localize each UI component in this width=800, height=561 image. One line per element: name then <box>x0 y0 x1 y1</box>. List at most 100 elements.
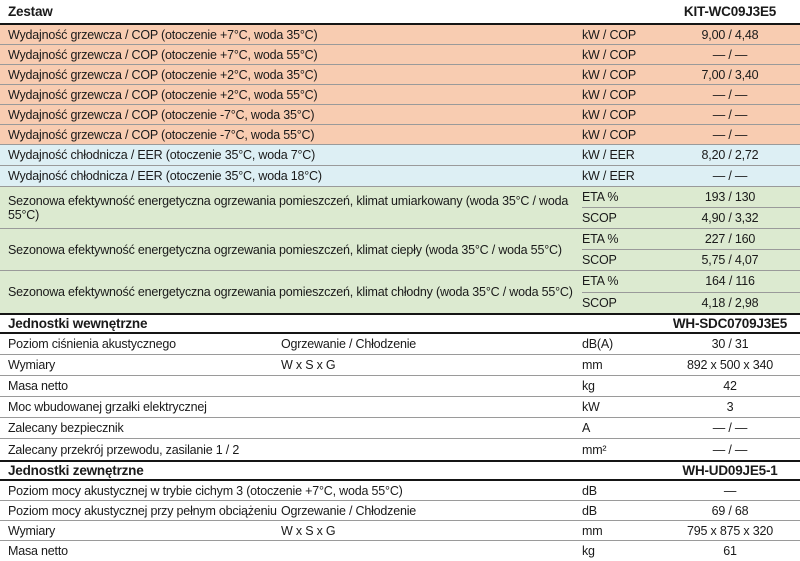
table-row: Sezonowa efektywność energetyczna ogrzew… <box>0 271 800 313</box>
table-row: Wydajność chłodnicza / EER (otoczenie 35… <box>0 166 800 187</box>
row-unit: mm <box>582 358 603 372</box>
row-value: 892 x 500 x 340 <box>687 358 773 372</box>
row-value: 3 <box>726 400 734 414</box>
row-value: 42 <box>723 379 737 393</box>
section-title: Zestaw <box>8 4 53 19</box>
row-unit: mm² <box>582 442 607 457</box>
row-value: — / — <box>712 127 748 142</box>
row-value: 61 <box>723 544 737 558</box>
table-row: Wydajność chłodnicza / EER (otoczenie 35… <box>0 145 800 166</box>
row-unit: A <box>582 421 591 435</box>
row-value: 164 / 116 <box>705 274 755 289</box>
table-row: Wymiary W x S x G mm 795 x 875 x 320 <box>0 521 800 541</box>
row-unit: SCOP <box>582 295 617 310</box>
row-unit: SCOP <box>582 211 617 225</box>
row-label: Sezonowa efektywność energetyczna ogrzew… <box>8 285 573 299</box>
row-value: — / — <box>712 87 748 102</box>
row-unit: ETA % <box>582 232 619 246</box>
table-row: Poziom mocy akustycznej przy pełnym obci… <box>0 501 800 521</box>
section-title: Jednostki zewnętrzne <box>8 463 144 478</box>
row-sublabel: Ogrzewanie / Chłodzenie <box>281 337 417 351</box>
row-label: Poziom mocy akustycznej w trybie cichym … <box>8 483 403 498</box>
row-label: Wydajność chłodnicza / EER (otoczenie 35… <box>8 148 316 162</box>
row-value: — / — <box>712 421 748 435</box>
table-row: Zalecany bezpiecznik A — / — <box>0 418 800 439</box>
table-row: Wydajność grzewcza / COP (otoczenie +7°C… <box>0 45 800 65</box>
row-label: Sezonowa efektywność energetyczna ogrzew… <box>8 242 562 257</box>
table-row: Moc wbudowanej grzałki elektrycznej kW 3 <box>0 397 800 418</box>
row-label: Wydajność grzewcza / COP (otoczenie +2°C… <box>8 67 318 82</box>
row-label: Wydajność grzewcza / COP (otoczenie +7°C… <box>8 27 318 42</box>
row-value: 5,75 / 4,07 <box>701 253 759 267</box>
row-sublabel: W x S x G <box>281 358 336 372</box>
row-label: Wymiary <box>8 358 56 372</box>
section-header-outdoor: Jednostki zewnętrzne WH-UD09JE5-1 <box>0 460 800 481</box>
row-label: Sezonowa efektywność energetyczna ogrzew… <box>8 193 569 222</box>
row-unit: kW / COP <box>582 47 636 62</box>
row-value: 227 / 160 <box>704 232 756 246</box>
section-header-indoor: Jednostki wewnętrzne WH-SDC0709J3E5 <box>0 313 800 334</box>
row-sublabel <box>281 439 582 460</box>
row-unit: dB(A) <box>582 337 613 351</box>
table-row: Wydajność grzewcza / COP (otoczenie +7°C… <box>0 25 800 45</box>
row-unit: ETA % <box>582 190 619 204</box>
section-header-zestaw: Zestaw KIT-WC09J3E5 <box>0 0 800 25</box>
row-label: Poziom ciśnienia akustycznego <box>8 337 176 351</box>
model-number: KIT-WC09J3E5 <box>683 4 777 19</box>
row-sublabel: Ogrzewanie / Chłodzenie <box>281 503 417 518</box>
row-value: 69 / 68 <box>711 503 749 518</box>
row-unit: kW <box>582 400 600 414</box>
row-value: — / — <box>712 107 748 122</box>
row-label: Masa netto <box>8 379 68 393</box>
row-value: — <box>723 483 737 498</box>
row-sublabel <box>281 397 582 417</box>
row-value: — / — <box>712 442 748 457</box>
table-row: Sezonowa efektywność energetyczna ogrzew… <box>0 229 800 271</box>
row-value: 4,90 / 3,32 <box>701 211 759 225</box>
row-unit: kW / EER <box>582 148 635 162</box>
table-row: Poziom ciśnienia akustycznego Ogrzewanie… <box>0 334 800 355</box>
table-row: Masa netto kg 42 <box>0 376 800 397</box>
row-label: Poziom mocy akustycznej przy pełnym obci… <box>8 503 277 518</box>
row-unit: kW / COP <box>582 67 636 82</box>
table-row: Wydajność grzewcza / COP (otoczenie +2°C… <box>0 85 800 105</box>
row-unit: SCOP <box>582 253 617 267</box>
table-row: Sezonowa efektywność energetyczna ogrzew… <box>0 187 800 229</box>
row-unit: ETA % <box>582 274 619 289</box>
row-label: Masa netto <box>8 544 68 558</box>
row-value: — / — <box>712 47 748 62</box>
row-label: Zalecany przekrój przewodu, zasilanie 1 … <box>8 442 240 457</box>
row-label: Wydajność grzewcza / COP (otoczenie +7°C… <box>8 47 318 62</box>
row-sublabel <box>281 541 582 561</box>
row-value: 193 / 130 <box>704 190 756 204</box>
row-label: Wydajność grzewcza / COP (otoczenie -7°C… <box>8 107 315 122</box>
row-value: 7,00 / 3,40 <box>701 67 759 82</box>
row-label: Wydajność grzewcza / COP (otoczenie -7°C… <box>8 127 315 142</box>
row-unit: kW / COP <box>582 107 636 122</box>
row-label: Moc wbudowanej grzałki elektrycznej <box>8 400 207 414</box>
row-label: Zalecany bezpiecznik <box>8 421 124 435</box>
row-value: 8,20 / 2,72 <box>701 148 759 162</box>
row-value: — / — <box>712 169 748 183</box>
row-value: 9,00 / 4,48 <box>701 27 759 42</box>
row-sublabel <box>281 418 582 438</box>
row-unit: kg <box>582 379 595 393</box>
model-number: WH-SDC0709J3E5 <box>672 316 788 331</box>
row-unit: kW / COP <box>582 127 636 142</box>
table-row: Wydajność grzewcza / COP (otoczenie -7°C… <box>0 125 800 145</box>
table-row: Wydajność grzewcza / COP (otoczenie +2°C… <box>0 65 800 85</box>
row-unit: kW / COP <box>582 87 636 102</box>
row-sublabel: W x S x G <box>281 523 336 538</box>
table-row: Poziom mocy akustycznej w trybie cichym … <box>0 481 800 501</box>
row-label: Wydajność grzewcza / COP (otoczenie +2°C… <box>8 87 318 102</box>
row-label: Wymiary <box>8 523 56 538</box>
section-title: Jednostki wewnętrzne <box>8 316 148 331</box>
row-unit: kW / EER <box>582 169 635 183</box>
row-unit: dB <box>582 503 597 518</box>
row-sublabel <box>281 376 582 396</box>
row-value: 795 x 875 x 320 <box>687 523 773 538</box>
table-row: Masa netto kg 61 <box>0 541 800 561</box>
row-unit: dB <box>582 483 597 498</box>
row-unit: kW / COP <box>582 27 636 42</box>
